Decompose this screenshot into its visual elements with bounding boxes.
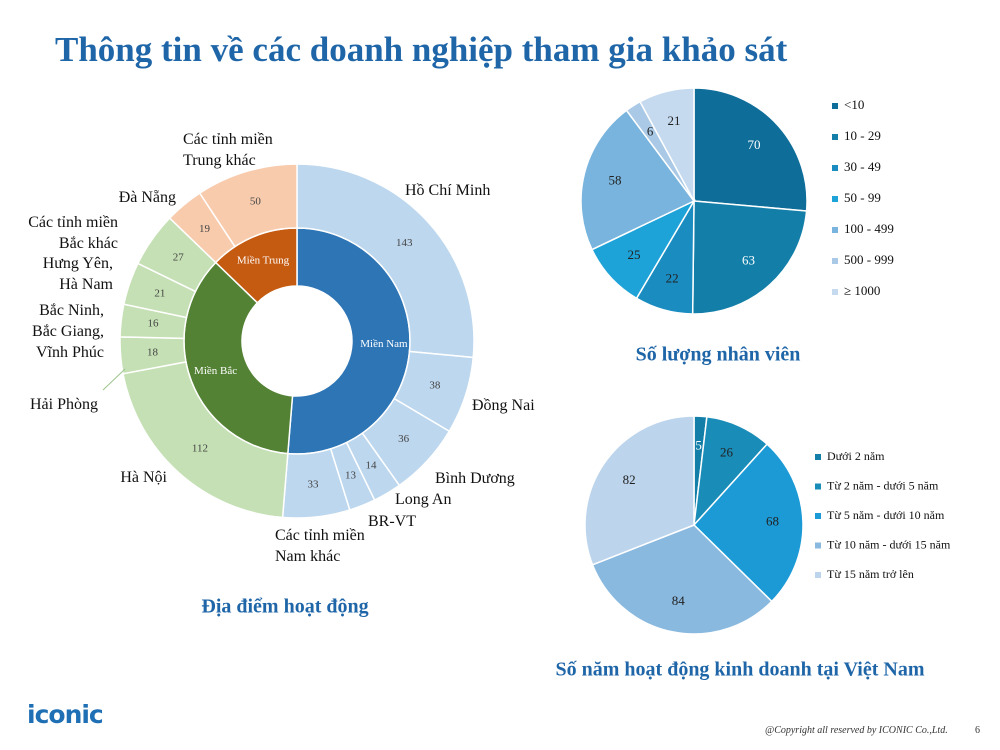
value-label: 21 (154, 287, 165, 299)
segment-name: Hải Phòng (30, 396, 98, 413)
value-label: 58 (609, 172, 622, 187)
value-label: 38 (429, 379, 441, 391)
legend-swatch (832, 289, 838, 295)
value-label: 70 (748, 137, 761, 152)
value-label: 6 (647, 123, 654, 138)
value-label: 21 (667, 113, 680, 128)
value-label: 82 (623, 472, 636, 487)
legend-label: Từ 15 năm trở lên (827, 567, 914, 581)
group-label: Miền Bắc (194, 365, 237, 377)
value-label: 25 (627, 247, 640, 262)
pie-slice (591, 524, 773, 635)
value-label: 14 (365, 459, 377, 471)
value-label: 36 (398, 433, 410, 445)
pie-slice (693, 87, 808, 212)
legend-label: 30 - 49 (844, 159, 881, 174)
value-label: 63 (742, 252, 755, 267)
segment-name: Hưng Yên, Hà Nam (42, 255, 113, 293)
chart-title: Số năm hoạt động kinh doanh tại Việt Nam (556, 659, 925, 681)
legend-swatch (815, 483, 821, 490)
group-label: Miền Nam (360, 338, 408, 350)
pie-slice (692, 443, 804, 603)
value-label: 68 (766, 514, 779, 529)
segment-name: Long An (395, 491, 452, 508)
legend-swatch (832, 227, 838, 233)
pie-slice (639, 87, 695, 202)
segment-name: Các tỉnh miền Nam khác (275, 527, 365, 565)
value-label: 27 (173, 251, 185, 263)
legend-label: 10 - 29 (844, 128, 881, 143)
pie-slice (691, 200, 808, 315)
value-label: 19 (199, 223, 211, 235)
legend-swatch (832, 165, 838, 171)
legend-swatch (815, 454, 821, 460)
value-label: 50 (250, 196, 262, 208)
outer-segment (296, 163, 475, 359)
legend-label: Từ 5 năm - dưới 10 năm (827, 508, 945, 522)
legend-label: Từ 2 năm - dưới 5 năm (827, 478, 939, 492)
segment-name: Các tỉnh miền Bắc khác (28, 214, 118, 252)
legend-label: Dưới 2 năm (827, 449, 885, 463)
legend-label: 50 - 99 (844, 190, 881, 205)
segment-name: Đà Nẵng (118, 189, 176, 206)
legend-swatch (832, 103, 838, 109)
leader-line (102, 368, 126, 391)
pie-slice (580, 109, 696, 251)
legend-label: ≥ 1000 (844, 283, 880, 298)
value-label: 143 (396, 237, 413, 249)
segment-name: Các tỉnh miền Trung khác (183, 131, 273, 169)
legend-swatch (832, 258, 838, 264)
value-label: 26 (720, 445, 734, 460)
value-label: 5 (695, 438, 702, 453)
group-label: Miền Trung (237, 254, 290, 266)
segment-name: BR-VT (368, 513, 416, 530)
segment-name: Hà Nội (120, 469, 167, 486)
page-number: 6 (975, 725, 980, 736)
legend-label: <10 (844, 97, 864, 112)
legend-label: 100 - 499 (844, 221, 894, 236)
legend-swatch (815, 572, 821, 578)
slide-title: Thông tin về các doanh nghiệp tham gia k… (55, 30, 788, 69)
value-label: 13 (345, 469, 357, 481)
outer-segment (198, 163, 298, 248)
copyright: @Copyright all reserved by ICONIC Co.,Lt… (765, 725, 948, 736)
value-label: 16 (147, 318, 159, 330)
value-label: 112 (192, 442, 208, 454)
value-label: 18 (147, 346, 159, 358)
legend-swatch (815, 513, 821, 519)
segment-name: Đồng Nai (472, 397, 535, 414)
legend-swatch (832, 134, 838, 140)
pie-slice (584, 415, 695, 566)
legend-label: 500 - 999 (844, 252, 894, 267)
value-label: 84 (672, 593, 686, 608)
segment-name: Hồ Chí Minh (405, 182, 491, 199)
chart-title: Địa điểm hoạt động (201, 596, 368, 618)
logo: iconic (27, 700, 104, 729)
segment-name: Bình Dương (435, 470, 515, 487)
chart-title: Số lượng nhân viên (636, 344, 801, 366)
value-label: 33 (307, 479, 319, 491)
segment-name: Bắc Ninh, Bắc Giang, Vĩnh Phúc (32, 302, 104, 361)
legend-swatch (832, 196, 838, 202)
legend-label: Từ 10 năm - dưới 15 năm (827, 537, 951, 551)
value-label: 22 (666, 270, 679, 285)
legend-swatch (815, 542, 821, 549)
